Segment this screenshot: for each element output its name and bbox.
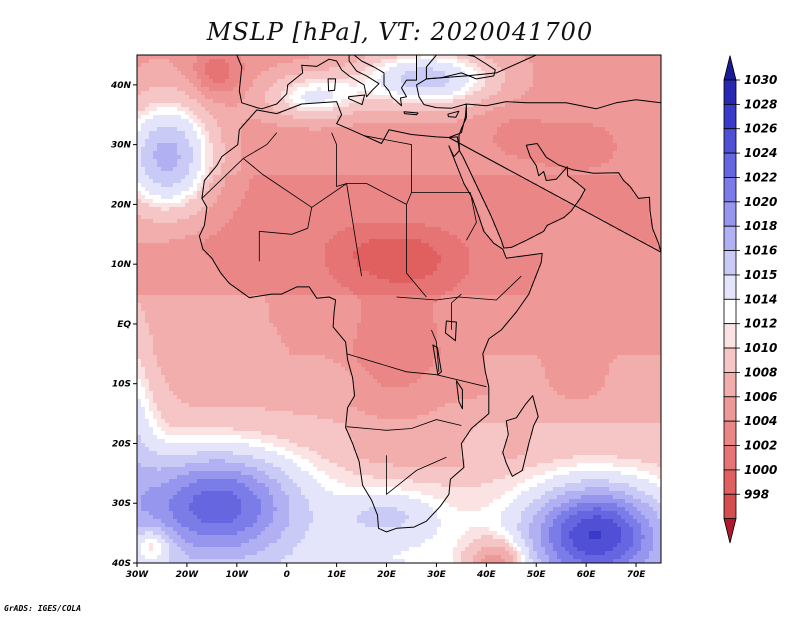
colorbar-label: 1008 [744, 365, 777, 379]
country-border [431, 329, 440, 372]
coast-asia [416, 55, 661, 253]
colorbar-label: 1015 [744, 268, 777, 282]
colorbar-box [723, 103, 737, 130]
colorbar-box [723, 372, 737, 398]
coast-sardinia [327, 78, 337, 92]
coast-black-sea [425, 55, 496, 80]
y-tick-label: 20S [112, 439, 131, 449]
colorbar-label: 1020 [744, 195, 777, 209]
colorbar-label: 1010 [744, 341, 777, 355]
x-tick-label: 40E [476, 570, 497, 580]
x-tick-label: 30W [126, 570, 150, 580]
colorbar-box [723, 469, 737, 495]
colorbar-label: 1026 [744, 122, 777, 136]
colorbar-label: 1024 [744, 146, 777, 160]
y-tick-label: 40N [110, 81, 132, 91]
colorbar-box [723, 79, 737, 105]
country-border [466, 192, 477, 241]
colorbar-box [723, 250, 737, 276]
lake-outline [455, 380, 463, 410]
plot-frame [136, 54, 662, 564]
country-border [396, 275, 522, 301]
colorbar-label: 1018 [744, 219, 777, 233]
country-border [451, 293, 462, 330]
colorbar-box [723, 128, 737, 154]
country-border [364, 135, 412, 193]
x-tick-label: 30E [427, 570, 447, 580]
colorbar-box [723, 177, 737, 203]
x-tick-label: 50E [527, 570, 547, 580]
colorbar-label: 1028 [744, 97, 777, 111]
x-tick-label: 20W [176, 570, 200, 580]
colorbar-top-arrow [723, 55, 737, 81]
country-border [366, 183, 427, 298]
x-tick-label: 10E [327, 570, 347, 580]
colorbar-box [723, 298, 737, 325]
colorbar-box [723, 152, 737, 178]
colorbar-label: 1006 [744, 390, 777, 404]
coast-sicily [348, 94, 366, 106]
country-border [201, 132, 278, 199]
colorbar-label: 1022 [744, 170, 777, 184]
y-tick-label: 10N [111, 260, 132, 270]
axes: 30W 20W 10W 0 10E 20E 30E 40E 50E 60E 70E 40N 30N 20N… [110, 81, 646, 580]
colorbar-label: 1030 [744, 73, 777, 87]
colorbar-bottom-arrow [723, 518, 737, 544]
coast-madagascar [502, 395, 539, 477]
colorbar-label: 1004 [744, 414, 777, 428]
country-border [258, 207, 313, 262]
coastlines [198, 55, 661, 533]
colorbar-box [723, 347, 737, 373]
coast-cyprus [447, 110, 460, 118]
colorbar-label: 1014 [744, 292, 777, 306]
country-border [346, 183, 362, 277]
colorbar-box [723, 445, 737, 471]
y-tick-label: EQ [117, 320, 131, 330]
y-tick-label: 30S [112, 499, 131, 509]
y-tick-label: 10S [112, 380, 131, 390]
country-border [346, 419, 462, 431]
y-tick-label: 20N [111, 200, 132, 210]
colorbar-box [723, 420, 737, 446]
x-tick-label: 0 [284, 570, 290, 580]
country-border [331, 132, 347, 188]
country-border [386, 455, 447, 496]
x-tick-label: 70E [627, 570, 647, 580]
pressure-field [137, 55, 661, 563]
credit-label: GrADS: IGES/COLA [4, 604, 82, 613]
country-border [346, 353, 487, 388]
colorbar-box [723, 396, 737, 422]
coast-crete [403, 111, 419, 116]
colorbar-label: 1012 [744, 317, 777, 331]
coast-europe [236, 55, 417, 110]
colorbar-box [723, 323, 737, 349]
colorbar-box [723, 493, 737, 520]
colorbar-label: 1016 [744, 244, 777, 258]
lake-outline [432, 344, 442, 376]
colorbar-label: 1000 [744, 463, 777, 477]
x-tick-label: 20E [377, 570, 397, 580]
colorbar-box [723, 225, 737, 251]
y-tick-label: 30N [111, 141, 132, 151]
lake-outline [444, 320, 457, 342]
colorbar: 1030 1028 1026 1024 1022 1020 1018 1016 1015 1014… [723, 55, 777, 544]
x-tick-label: 60E [577, 570, 597, 580]
colorbar-box [723, 201, 737, 227]
colorbar-label: 1002 [744, 439, 777, 453]
y-tick-label: 40S [111, 559, 131, 569]
colorbar-label: 998 [744, 487, 769, 501]
colorbar-box [723, 274, 737, 300]
x-tick-label: 10W [226, 570, 250, 580]
chart-title: MSLP [hPa], VT: 2020041700 [206, 18, 594, 46]
coast-africa [198, 101, 543, 533]
